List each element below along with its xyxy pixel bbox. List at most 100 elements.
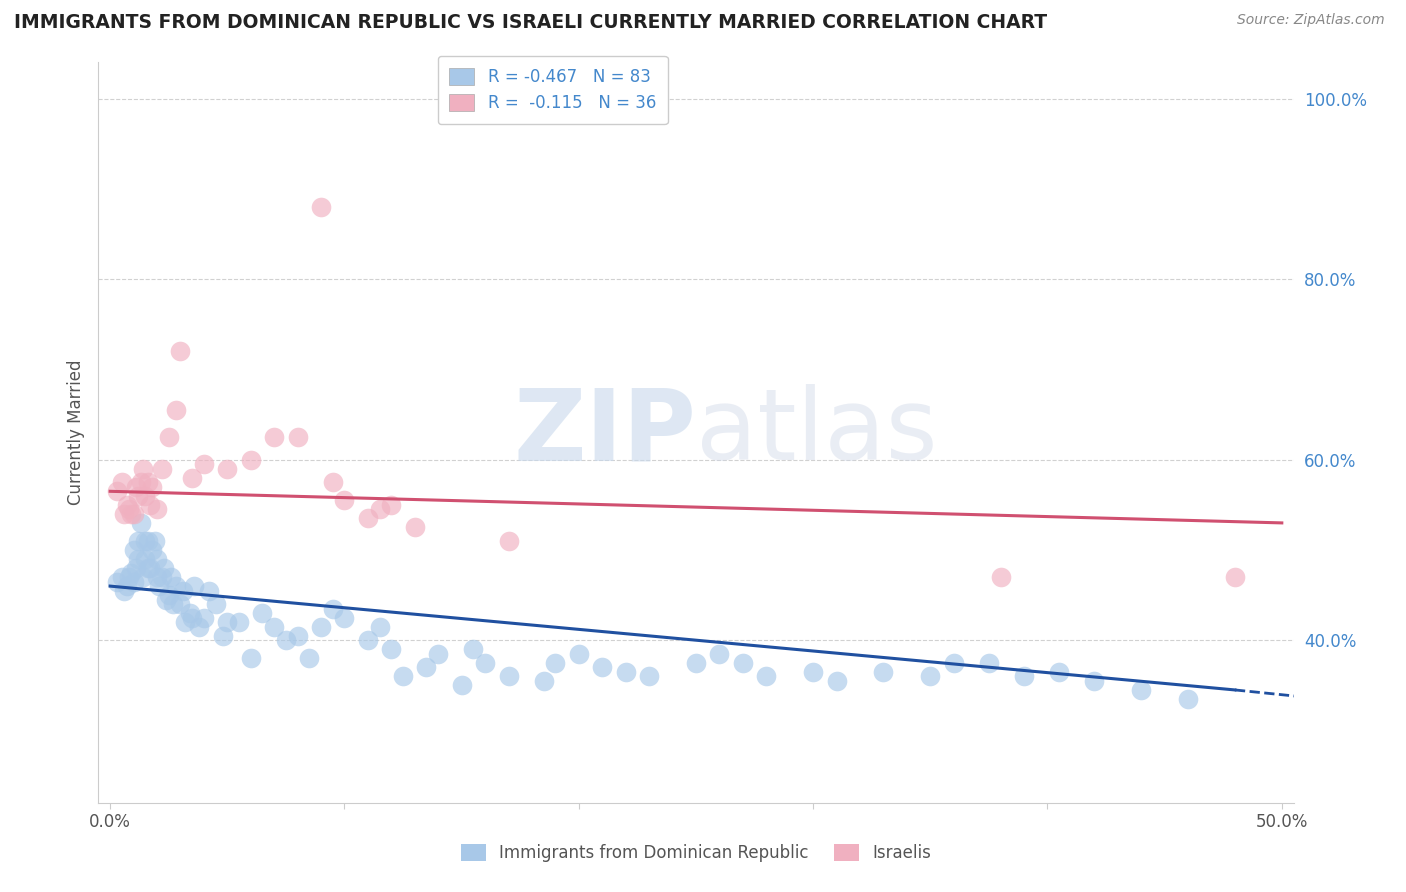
Legend: Immigrants from Dominican Republic, Israelis: Immigrants from Dominican Republic, Isra… xyxy=(454,837,938,869)
Point xyxy=(211,629,233,643)
Point xyxy=(139,561,162,575)
Point xyxy=(322,601,344,615)
Point xyxy=(150,461,173,475)
Point xyxy=(132,461,155,475)
Point xyxy=(169,344,191,359)
Point xyxy=(125,561,148,575)
Point xyxy=(380,498,402,512)
Point xyxy=(115,498,138,512)
Point xyxy=(977,656,1000,670)
Point xyxy=(134,552,156,566)
Point xyxy=(120,507,142,521)
Point xyxy=(217,615,239,630)
Point xyxy=(162,597,184,611)
Point xyxy=(111,570,134,584)
Point xyxy=(731,656,754,670)
Point xyxy=(181,611,204,625)
Text: ZIP: ZIP xyxy=(513,384,696,481)
Point xyxy=(309,620,332,634)
Point xyxy=(188,620,211,634)
Point xyxy=(298,651,321,665)
Point xyxy=(122,574,145,589)
Point xyxy=(263,620,285,634)
Point xyxy=(1012,669,1035,683)
Point xyxy=(263,430,285,444)
Point xyxy=(197,583,219,598)
Point xyxy=(141,543,163,558)
Point xyxy=(157,430,180,444)
Point xyxy=(685,656,707,670)
Point xyxy=(463,642,485,657)
Point xyxy=(148,579,170,593)
Point xyxy=(179,606,201,620)
Point xyxy=(122,543,145,558)
Point xyxy=(136,475,159,490)
Text: IMMIGRANTS FROM DOMINICAN REPUBLIC VS ISRAELI CURRENTLY MARRIED CORRELATION CHAR: IMMIGRANTS FROM DOMINICAN REPUBLIC VS IS… xyxy=(14,13,1047,32)
Point xyxy=(392,669,415,683)
Point xyxy=(129,516,152,530)
Point xyxy=(204,597,226,611)
Point xyxy=(309,200,332,214)
Point xyxy=(105,484,128,499)
Point xyxy=(181,471,204,485)
Point xyxy=(141,480,163,494)
Point xyxy=(169,597,191,611)
Text: atlas: atlas xyxy=(696,384,938,481)
Point xyxy=(143,533,166,548)
Point xyxy=(134,489,156,503)
Point xyxy=(111,475,134,490)
Point xyxy=(1083,673,1105,688)
Point xyxy=(252,606,274,620)
Point xyxy=(287,430,309,444)
Point xyxy=(127,552,149,566)
Point xyxy=(568,647,591,661)
Point xyxy=(122,507,145,521)
Point xyxy=(920,669,942,683)
Point xyxy=(380,642,402,657)
Point xyxy=(333,493,356,508)
Point xyxy=(755,669,778,683)
Point xyxy=(287,629,309,643)
Point xyxy=(415,660,437,674)
Point xyxy=(990,570,1012,584)
Text: Source: ZipAtlas.com: Source: ZipAtlas.com xyxy=(1237,13,1385,28)
Point xyxy=(165,579,187,593)
Point xyxy=(217,461,239,475)
Point xyxy=(1223,570,1246,584)
Point xyxy=(591,660,613,674)
Point xyxy=(474,656,496,670)
Point xyxy=(709,647,731,661)
Point xyxy=(146,552,169,566)
Point xyxy=(498,669,520,683)
Point xyxy=(136,561,159,575)
Point xyxy=(150,570,173,584)
Point xyxy=(357,511,380,525)
Point xyxy=(127,533,149,548)
Point xyxy=(193,611,215,625)
Point xyxy=(157,588,180,602)
Point xyxy=(172,583,194,598)
Point xyxy=(112,507,135,521)
Point xyxy=(533,673,555,688)
Point xyxy=(239,651,262,665)
Point xyxy=(638,669,661,683)
Point xyxy=(127,489,149,503)
Point xyxy=(427,647,450,661)
Point xyxy=(942,656,965,670)
Point xyxy=(115,579,138,593)
Point xyxy=(498,533,520,548)
Point xyxy=(153,561,176,575)
Point xyxy=(825,673,848,688)
Point xyxy=(368,620,391,634)
Point xyxy=(118,570,141,584)
Point xyxy=(872,665,894,679)
Point xyxy=(1047,665,1070,679)
Point xyxy=(105,574,128,589)
Point xyxy=(165,403,187,417)
Point xyxy=(112,583,135,598)
Point xyxy=(134,533,156,548)
Point xyxy=(125,480,148,494)
Point xyxy=(160,570,183,584)
Point xyxy=(120,566,142,580)
Point xyxy=(544,656,567,670)
